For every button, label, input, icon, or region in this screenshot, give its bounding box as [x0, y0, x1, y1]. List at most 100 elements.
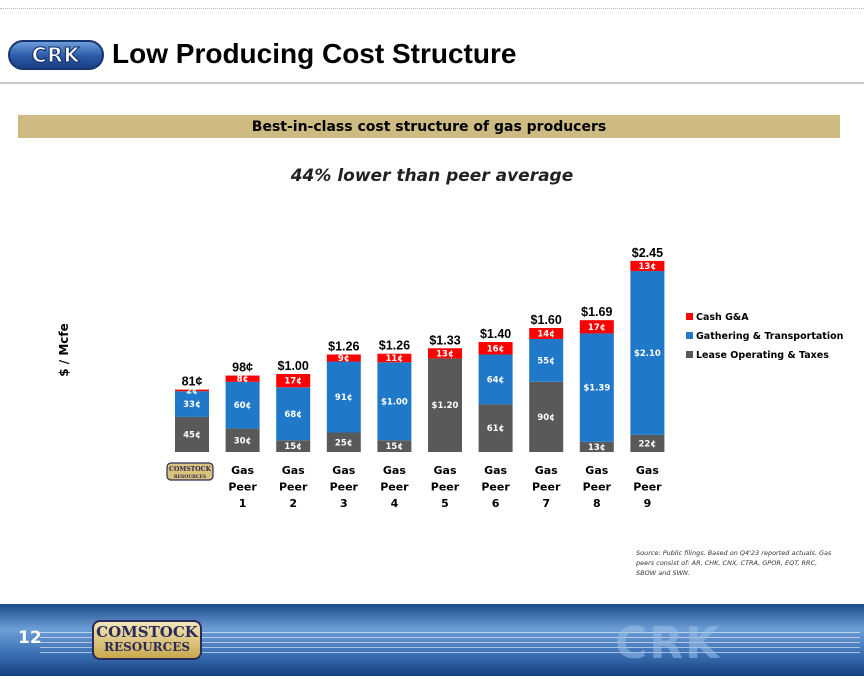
segment-label: 55¢ — [537, 356, 555, 366]
bar-segment — [225, 375, 260, 382]
page-title: Low Producing Cost Structure — [112, 38, 517, 69]
legend-label: Cash G&A — [696, 312, 749, 323]
category-label: 8 — [593, 497, 601, 510]
bar-segment — [225, 428, 260, 452]
page-number: 12 — [18, 628, 42, 648]
category-label: Peer — [633, 481, 662, 494]
legend-swatch — [686, 313, 693, 320]
bar-segment — [326, 361, 361, 433]
category-label: 4 — [391, 497, 399, 510]
segment-label: 91¢ — [335, 393, 353, 403]
category-label: COMSTOCK — [169, 466, 212, 473]
bar-segment — [276, 374, 311, 388]
bar-segment — [478, 404, 513, 452]
bar-segment — [326, 354, 361, 362]
segment-label: 64¢ — [487, 375, 505, 385]
segment-label: 13¢ — [436, 349, 454, 359]
segment-label: 90¢ — [537, 413, 555, 423]
category-label: 3 — [340, 497, 348, 510]
segment-label: 61¢ — [487, 424, 505, 434]
segment-label: $1.39 — [583, 384, 610, 394]
bar-segment — [276, 440, 311, 452]
total-label: $1.40 — [480, 327, 511, 341]
bar-segment — [377, 362, 412, 441]
category-label: Peer — [330, 481, 359, 494]
segment-label: 45¢ — [183, 430, 201, 440]
segment-label: 60¢ — [234, 401, 252, 411]
bar-segment — [529, 381, 564, 452]
bar-segment — [326, 432, 361, 452]
segment-label: 22¢ — [639, 439, 657, 449]
category-label: 7 — [542, 497, 550, 510]
segment-label: 13¢ — [588, 443, 606, 453]
segment-label: 33¢ — [183, 400, 201, 410]
segment-label: 15¢ — [386, 442, 404, 452]
category-label: Gas — [434, 464, 457, 477]
segment-label: 14¢ — [537, 329, 555, 339]
total-label: 98¢ — [232, 361, 253, 375]
bar-segment — [630, 271, 665, 435]
top-frame-line — [0, 0, 864, 9]
banner: Best-in-class cost structure of gas prod… — [18, 115, 840, 138]
category-label: Peer — [532, 481, 561, 494]
bar-segment — [630, 434, 665, 452]
bar-segment — [579, 320, 614, 334]
comstock-logo: COMSTOCK RESOURCES — [92, 620, 202, 660]
category-label: Gas — [484, 464, 507, 477]
bar-segment — [428, 358, 462, 452]
bar-segment — [377, 353, 412, 363]
total-label: $1.26 — [379, 339, 410, 353]
source-note: Source: Public filings. Based on Q4'23 r… — [636, 549, 832, 577]
legend-label: Lease Operating & Taxes — [696, 350, 829, 361]
bar-segment — [276, 387, 311, 441]
bar-segment — [428, 348, 462, 359]
category-label: Gas — [332, 464, 355, 477]
banner-text: Best-in-class cost structure of gas prod… — [251, 118, 607, 135]
comstock-logo-line1: COMSTOCK — [96, 623, 198, 641]
category-label: Peer — [380, 481, 409, 494]
bar-segment — [478, 342, 513, 355]
crk-logo: CRK — [8, 40, 104, 70]
comstock-category-logo — [166, 462, 214, 481]
chart-subtitle: 44% lower than peer average — [290, 166, 574, 186]
category-label: 6 — [492, 497, 500, 510]
total-label: 81¢ — [182, 375, 203, 389]
segment-label: 13¢ — [639, 262, 657, 272]
category-label: 5 — [441, 497, 449, 510]
legend-swatch — [686, 332, 693, 339]
total-label: $1.33 — [429, 333, 460, 347]
bar-segment — [579, 333, 614, 442]
segment-label: $1.20 — [432, 401, 459, 411]
total-label: $2.45 — [632, 246, 663, 260]
segment-label: 16¢ — [487, 344, 505, 354]
bar-segment — [175, 391, 209, 417]
segment-label: $1.00 — [381, 397, 408, 407]
category-label: Gas — [231, 464, 254, 477]
comstock-logo-line2: RESOURCES — [103, 640, 191, 654]
bar-segment — [175, 389, 209, 392]
segment-label: 30¢ — [234, 436, 252, 446]
legend-swatch — [686, 351, 693, 358]
segment-label: 15¢ — [284, 442, 302, 452]
category-label: Peer — [228, 481, 257, 494]
segment-label: $2.10 — [634, 349, 661, 359]
total-label: $1.00 — [278, 359, 309, 373]
total-label: $1.60 — [531, 313, 562, 327]
segment-label: 17¢ — [588, 323, 606, 333]
bar-segment — [377, 440, 412, 452]
bar-segment — [579, 441, 614, 452]
category-label: RESOURCES — [174, 474, 206, 480]
category-label: 2 — [289, 497, 297, 510]
bar-segment — [529, 327, 564, 339]
crk-logo-text: CRK — [31, 43, 81, 68]
category-label: Gas — [535, 464, 558, 477]
segment-label: 8¢ — [237, 375, 249, 385]
category-label: Gas — [282, 464, 305, 477]
category-label: 9 — [644, 497, 652, 510]
segment-label: 17¢ — [284, 377, 302, 387]
segment-label: 2¢ — [186, 386, 198, 396]
category-label: Peer — [583, 481, 612, 494]
bar-segment — [529, 338, 564, 382]
category-label: Peer — [279, 481, 308, 494]
